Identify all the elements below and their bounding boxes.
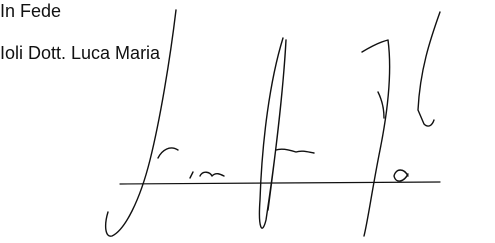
signature-stroke — [362, 40, 390, 236]
signature-stroke — [158, 148, 178, 158]
signature-line — [120, 182, 440, 184]
signature-stroke — [418, 12, 440, 126]
signature — [0, 0, 495, 243]
page: In Fede Ioli Dott. Luca Maria (() => { c… — [0, 0, 495, 243]
signature-stroke — [378, 92, 384, 118]
signature-stroke — [190, 172, 224, 178]
signature-stroke — [394, 170, 408, 181]
signature-stroke — [106, 10, 176, 236]
signature-stroke — [259, 38, 286, 228]
signature-stroke — [276, 149, 314, 153]
